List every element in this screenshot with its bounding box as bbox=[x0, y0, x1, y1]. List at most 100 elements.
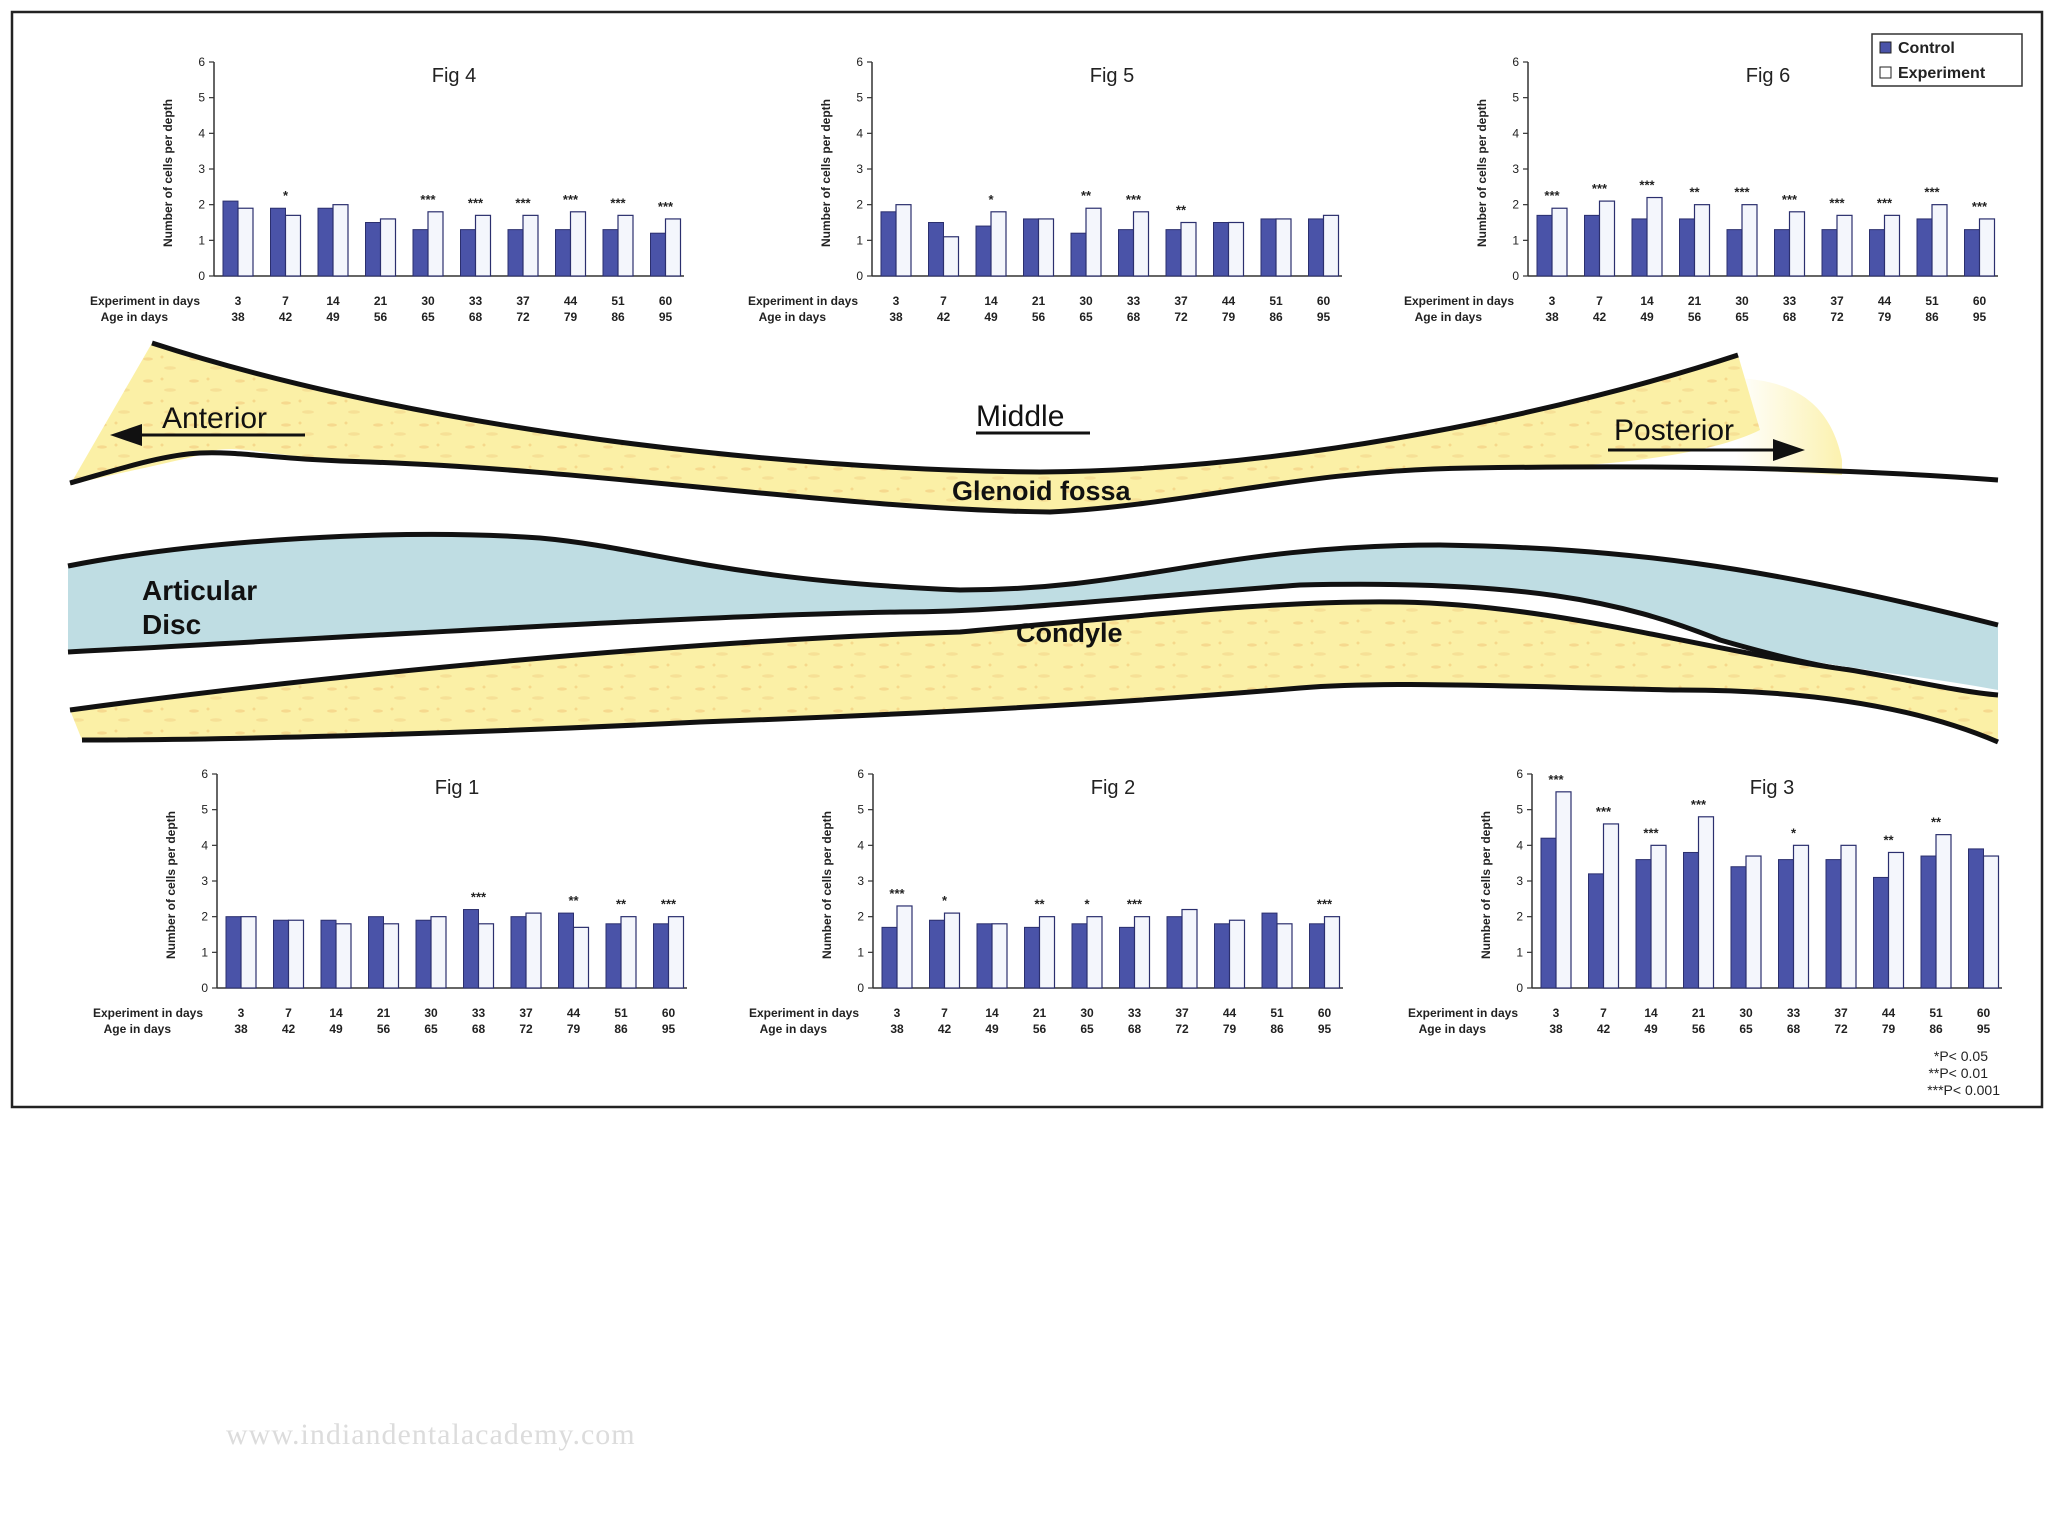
bar-control bbox=[273, 919, 289, 989]
x-tick-label: 33 bbox=[1128, 1006, 1142, 1020]
bar-experiment bbox=[1982, 855, 2000, 989]
bar-experiment bbox=[1978, 218, 1996, 277]
significance-marker: ** bbox=[1883, 832, 1894, 847]
significance-marker: *** bbox=[889, 886, 905, 901]
x-tick-label-age: 38 bbox=[889, 310, 903, 324]
x-tick-label: 21 bbox=[374, 294, 388, 308]
significance-marker: *** bbox=[1877, 195, 1893, 210]
x-tick-label: 3 bbox=[894, 1006, 901, 1020]
bar-control bbox=[415, 919, 432, 989]
x-tick-label-age: 86 bbox=[1269, 310, 1283, 324]
x-tick-label-age: 56 bbox=[1692, 1022, 1706, 1036]
bar-control bbox=[1213, 222, 1229, 277]
x-tick-label: 60 bbox=[1973, 294, 1987, 308]
x-tick-label-age: 42 bbox=[1597, 1022, 1611, 1036]
y-tick-label: 0 bbox=[1512, 269, 1519, 283]
x-tick-label-age: 49 bbox=[985, 1022, 999, 1036]
x-tick-label-age: 65 bbox=[1079, 310, 1093, 324]
x-tick-label: 51 bbox=[611, 294, 625, 308]
x-tick-label: 37 bbox=[516, 294, 530, 308]
bar-control bbox=[1214, 923, 1230, 989]
bar-experiment bbox=[1693, 204, 1711, 277]
x-tick-label-age: 56 bbox=[374, 310, 388, 324]
x-tick-label: 21 bbox=[1033, 1006, 1047, 1020]
middle-label: Middle bbox=[976, 400, 1064, 433]
x-tick-label-age: 95 bbox=[1318, 1022, 1332, 1036]
condyle-upper-line bbox=[69, 599, 1999, 713]
x-tick-label-age: 38 bbox=[1549, 1022, 1563, 1036]
y-tick-label: 5 bbox=[1512, 91, 1519, 105]
bar-experiment bbox=[667, 916, 685, 989]
anterior-label: Anterior bbox=[162, 402, 267, 435]
bar-experiment bbox=[572, 926, 590, 989]
y-tick-label: 0 bbox=[857, 981, 864, 995]
bar-experiment bbox=[617, 214, 634, 277]
y-tick-label: 3 bbox=[198, 162, 205, 176]
x-row-label: Experiment in days bbox=[90, 294, 200, 308]
bar-experiment bbox=[1836, 214, 1853, 277]
significance-marker: *** bbox=[1639, 178, 1655, 193]
x-tick-label: 33 bbox=[472, 1006, 486, 1020]
x-tick-label-age: 86 bbox=[1270, 1022, 1284, 1036]
bar-control bbox=[1916, 218, 1933, 277]
bar-control bbox=[1261, 912, 1278, 989]
significance-marker: *** bbox=[1972, 199, 1988, 214]
legend-box bbox=[1871, 33, 2023, 87]
x-tick-label-age: 79 bbox=[564, 310, 578, 324]
bar-experiment bbox=[1180, 221, 1197, 277]
y-tick-label: 3 bbox=[856, 162, 863, 176]
x-tick-label: 30 bbox=[424, 1006, 438, 1020]
bar-experiment bbox=[990, 211, 1007, 277]
chart-title: Fig 6 bbox=[1746, 65, 1790, 87]
y-tick-label: 0 bbox=[1516, 981, 1523, 995]
x-tick-label-age: 95 bbox=[659, 310, 673, 324]
bar-control bbox=[507, 229, 524, 277]
bar-experiment bbox=[896, 905, 913, 989]
bar-control bbox=[460, 229, 476, 277]
bar-control bbox=[928, 222, 944, 277]
x-tick-label-age: 79 bbox=[1878, 310, 1892, 324]
x-tick-label-age: 95 bbox=[662, 1022, 676, 1036]
x-tick-label: 60 bbox=[1318, 1006, 1332, 1020]
bar-experiment bbox=[991, 923, 1008, 989]
significance-marker: * bbox=[1791, 825, 1797, 840]
bar-control bbox=[1635, 859, 1652, 989]
y-tick-label: 4 bbox=[198, 126, 205, 140]
x-tick-label: 44 bbox=[567, 1006, 581, 1020]
bar-experiment bbox=[1788, 211, 1806, 277]
legend-label-experiment: Experiment bbox=[1898, 65, 1986, 82]
bar-control bbox=[365, 222, 381, 277]
y-tick-label: 0 bbox=[198, 269, 205, 283]
x-tick-label: 21 bbox=[1688, 294, 1702, 308]
x-tick-label: 37 bbox=[1830, 294, 1844, 308]
x-row-label: Experiment in days bbox=[1404, 294, 1514, 308]
bar-control bbox=[1166, 916, 1183, 989]
bar-control bbox=[1683, 851, 1699, 989]
significance-marker: ** bbox=[1081, 188, 1092, 203]
x-tick-label-age: 79 bbox=[1223, 1022, 1237, 1036]
x-tick-label-age: 72 bbox=[1174, 310, 1188, 324]
bar-control bbox=[320, 919, 337, 989]
bar-experiment bbox=[1276, 923, 1293, 989]
x-tick-label-age: 68 bbox=[1127, 310, 1141, 324]
y-tick-label: 1 bbox=[198, 233, 205, 247]
articular-disc-label-line2: Disc bbox=[142, 609, 201, 640]
x-tick-label-age: 65 bbox=[421, 310, 435, 324]
bar-experiment bbox=[525, 912, 542, 989]
bar-experiment bbox=[430, 916, 447, 989]
chart-title: Fig 4 bbox=[432, 65, 476, 87]
x-tick-label-age: 68 bbox=[469, 310, 483, 324]
articular-disc-label-line1: Articular bbox=[142, 575, 257, 606]
bar-experiment bbox=[1887, 851, 1905, 989]
x-tick-label-age: 86 bbox=[1925, 310, 1939, 324]
x-tick-label-age: 38 bbox=[234, 1022, 248, 1036]
x-tick-label-age: 38 bbox=[231, 310, 245, 324]
bar-control bbox=[1821, 229, 1838, 277]
bar-control bbox=[1071, 923, 1088, 989]
x-tick-label-age: 42 bbox=[938, 1022, 952, 1036]
x-tick-label: 21 bbox=[1032, 294, 1046, 308]
x-tick-label: 14 bbox=[985, 1006, 999, 1020]
bar-experiment bbox=[1228, 919, 1246, 989]
x-tick-label-age: 49 bbox=[984, 310, 998, 324]
